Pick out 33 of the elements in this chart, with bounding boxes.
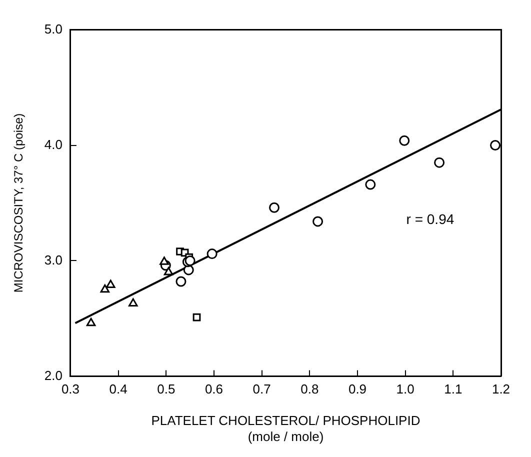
point [365,179,376,190]
point [160,256,169,265]
x-tick-label: 0.7 [252,382,271,397]
y-tick-label: 5.0 [44,21,62,36]
y-tick-label: 2.0 [44,368,62,383]
x-tick-label: 1.1 [444,382,462,397]
point [86,318,96,326]
point [399,135,410,146]
point [128,298,138,306]
y-axis-title: MICROVISCOSITY, 37° C (poise) [12,113,26,293]
point [192,313,201,322]
x-tick-label: 0.3 [61,382,80,397]
point [106,280,116,288]
x-tick-label: 0.6 [204,382,224,397]
x-tick-label: 1.0 [396,382,414,397]
point [100,284,110,293]
point [176,276,186,287]
x-axis-title: PLATELET CHOLESTEROL/ PHOSPHOLIPID (mole / mole) [151,413,420,444]
point [490,140,501,151]
y-tick-label: 3.0 [44,252,62,268]
point [312,216,324,227]
y-tick-label: 4.0 [44,136,62,152]
x-tick-label: 0.4 [109,382,128,397]
x-tick-label: 0.8 [300,382,319,397]
point [164,267,174,276]
x-tick-label: 0.5 [157,382,176,397]
x-tick-label: 0.9 [348,382,367,397]
point [206,248,218,260]
point [269,202,280,213]
point [434,157,445,168]
x-tick-label: 1.2 [492,382,510,397]
annotation: r = 0.94 [406,210,454,227]
point [184,255,196,266]
